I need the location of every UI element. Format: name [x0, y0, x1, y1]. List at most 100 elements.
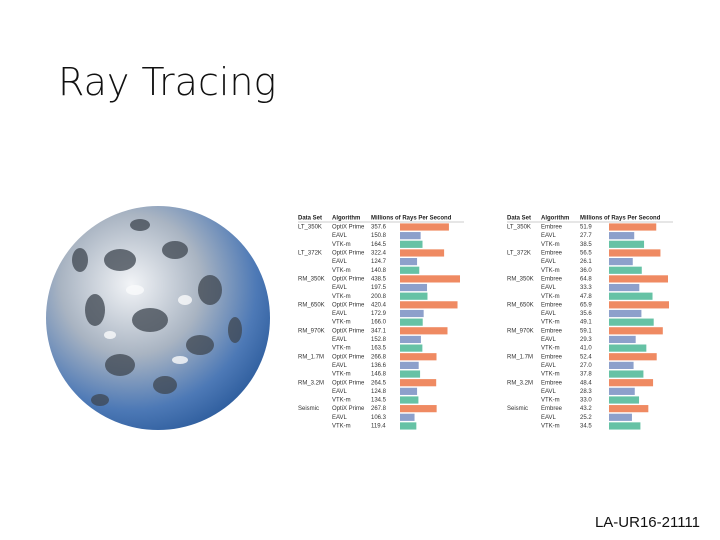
column-header: Algorithm — [541, 216, 569, 222]
value-label: 36.0 — [580, 268, 592, 274]
value-label: 37.8 — [580, 372, 592, 378]
value-label: 347.1 — [371, 328, 387, 334]
algorithm-label: EAVL — [332, 285, 348, 291]
algorithm-label: EAVL — [541, 285, 557, 291]
value-label: 26.1 — [580, 259, 592, 265]
value-label: 64.8 — [580, 276, 592, 282]
algorithm-label: EAVL — [541, 311, 557, 317]
algorithm-label: VTK-m — [332, 398, 351, 404]
bar — [400, 266, 420, 274]
algorithm-label: EAVL — [541, 363, 557, 369]
algorithm-label: VTK-m — [541, 242, 560, 248]
sphere-image — [46, 206, 270, 430]
value-label: 52.4 — [580, 354, 592, 360]
value-label: 27.7 — [580, 233, 592, 239]
dataset-label: RM_3.2M — [298, 380, 324, 386]
algorithm-label: VTK-m — [541, 372, 560, 378]
value-label: 43.2 — [580, 406, 592, 412]
dataset-label: RM_350K — [507, 276, 534, 282]
algorithm-label: EAVL — [332, 259, 348, 265]
value-label: 136.6 — [371, 363, 387, 369]
value-label: 35.6 — [580, 311, 592, 317]
algorithm-label: EAVL — [332, 363, 348, 369]
algorithm-label: EAVL — [332, 389, 348, 395]
bar — [400, 318, 423, 326]
algorithm-label: VTK-m — [332, 372, 351, 378]
algorithm-label: OptiX Prime — [332, 276, 365, 282]
dataset-label: LT_372K — [298, 251, 322, 257]
value-label: 47.8 — [580, 294, 592, 300]
value-label: 28.3 — [580, 389, 592, 395]
bar — [400, 301, 458, 309]
value-label: 152.8 — [371, 337, 387, 343]
algorithm-label: Embree — [541, 302, 563, 308]
algorithm-label: EAVL — [332, 311, 348, 317]
value-label: 34.5 — [580, 424, 592, 430]
bar — [609, 344, 647, 352]
value-label: 166.0 — [371, 320, 387, 326]
algorithm-label: OptiX Prime — [332, 302, 365, 308]
algorithm-label: VTK-m — [541, 320, 560, 326]
bar — [609, 335, 636, 344]
value-label: 25.2 — [580, 415, 592, 421]
dataset-label: RM_650K — [298, 302, 325, 308]
bar — [400, 396, 419, 404]
dataset-label: Seismic — [507, 406, 528, 412]
algorithm-label: OptiX Prime — [332, 380, 365, 386]
value-label: 27.0 — [580, 363, 592, 369]
bar — [400, 344, 423, 352]
dataset-label: RM_650K — [507, 302, 534, 308]
value-label: 59.1 — [580, 328, 592, 334]
algorithm-label: EAVL — [541, 233, 557, 239]
value-label: 48.4 — [580, 380, 592, 386]
value-label: 438.5 — [371, 276, 387, 282]
dataset-label: RM_970K — [507, 328, 534, 334]
dataset-label: RM_970K — [298, 328, 325, 334]
value-label: 29.3 — [580, 337, 592, 343]
column-header: Millions of Rays Per Second — [580, 216, 661, 222]
bar — [609, 232, 635, 240]
value-label: 41.0 — [580, 346, 592, 352]
bar — [609, 327, 663, 335]
bar — [400, 327, 448, 335]
bar — [609, 353, 657, 361]
value-label: 134.5 — [371, 398, 387, 404]
column-header: Algorithm — [332, 216, 360, 222]
bar — [609, 249, 661, 257]
value-label: 322.4 — [371, 251, 387, 257]
bar — [400, 422, 417, 430]
value-label: 56.5 — [580, 251, 592, 257]
algorithm-label: VTK-m — [541, 346, 560, 352]
value-label: 172.9 — [371, 311, 387, 317]
value-label: 124.8 — [371, 389, 387, 395]
value-label: 38.5 — [580, 242, 592, 248]
bar — [609, 318, 654, 326]
column-header: Millions of Rays Per Second — [371, 216, 452, 222]
algorithm-label: EAVL — [332, 233, 348, 239]
value-label: 33.3 — [580, 285, 592, 291]
bar — [609, 258, 633, 266]
algorithm-label: OptiX Prime — [332, 354, 365, 360]
footer-id: LA-UR16-21111 — [595, 514, 700, 531]
algorithm-label: Embree — [541, 328, 563, 334]
value-label: 124.7 — [371, 259, 387, 265]
algorithm-label: Embree — [541, 354, 563, 360]
algorithm-label: VTK-m — [541, 424, 560, 430]
algorithm-label: EAVL — [332, 415, 348, 421]
bar — [609, 387, 635, 395]
algorithm-label: VTK-m — [332, 294, 351, 300]
bar — [609, 309, 642, 318]
value-label: 357.6 — [371, 225, 387, 231]
value-label: 200.8 — [371, 294, 387, 300]
value-label: 106.3 — [371, 415, 387, 421]
value-label: 146.8 — [371, 372, 387, 378]
algorithm-label: Embree — [541, 406, 563, 412]
bar — [609, 223, 657, 231]
bar — [400, 309, 424, 318]
bar — [609, 301, 669, 309]
dataset-label: LT_350K — [507, 225, 531, 231]
value-label: 150.8 — [371, 233, 387, 239]
bar — [609, 283, 640, 292]
algorithm-label: EAVL — [541, 389, 557, 395]
